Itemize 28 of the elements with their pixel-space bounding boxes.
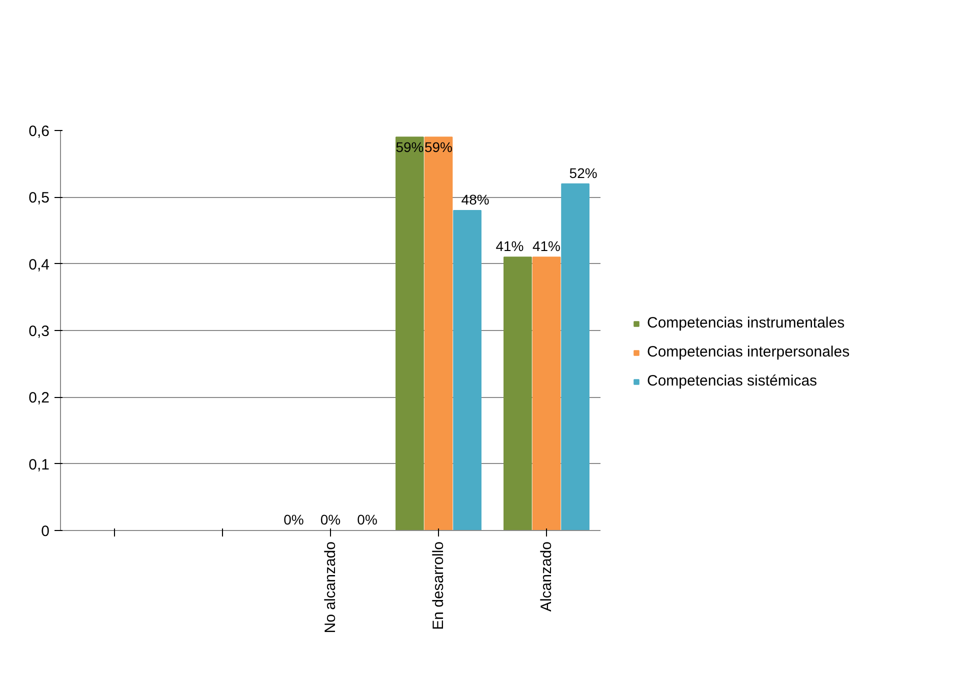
data-label: 41% xyxy=(496,238,524,254)
bar xyxy=(561,183,590,530)
data-label: 48% xyxy=(461,192,490,208)
data-label: 0% xyxy=(284,512,304,528)
y-tick-label: 0,1 xyxy=(28,456,50,474)
legend-label: Competencias interpersonales xyxy=(647,344,850,360)
legend-label: Competencias instrumentales xyxy=(647,314,845,332)
y-tick-label: 0,6 xyxy=(28,123,50,140)
data-label: 59% xyxy=(424,139,453,156)
y-tick-label: 0 xyxy=(41,523,50,540)
bar xyxy=(504,256,532,530)
data-label: 0% xyxy=(357,512,378,528)
x-tick-label: No alcanzado xyxy=(322,541,339,634)
y-tick-label: 0,4 xyxy=(28,256,50,274)
data-label: 59% xyxy=(396,139,424,156)
x-tick-label: Alcanzado xyxy=(538,541,555,612)
bar xyxy=(424,136,453,530)
bar xyxy=(453,210,482,530)
y-tick-label: 0,5 xyxy=(28,190,50,207)
y-tick-label: 0,3 xyxy=(28,323,50,340)
data-label: 41% xyxy=(532,238,561,254)
data-label: 52% xyxy=(569,164,598,181)
legend-label: Competencias sistémicas xyxy=(647,372,818,390)
data-label: 0% xyxy=(320,512,341,528)
bar xyxy=(396,136,424,530)
bar xyxy=(532,256,561,530)
y-tick-label: 0,2 xyxy=(28,390,50,407)
x-tick-label: En desarrollo xyxy=(430,541,447,630)
